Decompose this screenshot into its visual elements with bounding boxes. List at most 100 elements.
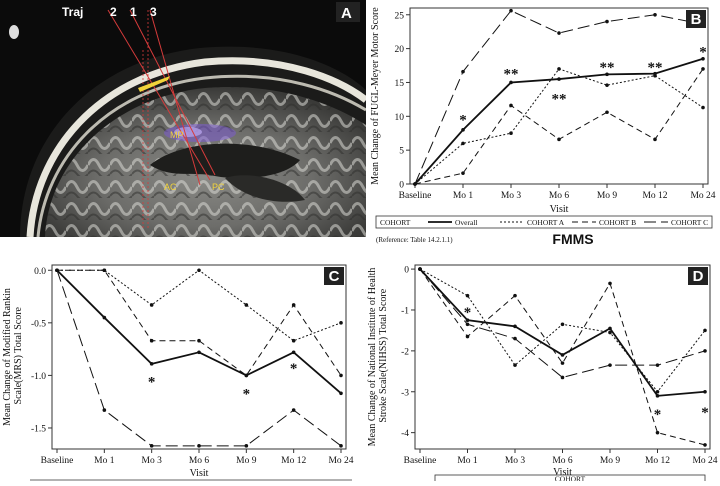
x-tick-label: Mo 12: [281, 456, 306, 466]
x-tick-label: Baseline: [404, 456, 437, 466]
y-tick-label: -1.5: [31, 424, 46, 434]
data-point: [244, 303, 249, 307]
data-point: [605, 110, 609, 115]
x-tick-label: Mo 1: [453, 191, 474, 201]
panel-letter-a: A: [341, 5, 352, 22]
x-tick-label: Baseline: [399, 191, 432, 201]
panel-letter: B: [691, 11, 702, 28]
x-tick-label: Mo 12: [642, 191, 667, 201]
data-point: [465, 293, 470, 298]
y-tick-label: -3: [401, 388, 409, 398]
data-point: [513, 336, 517, 341]
data-point: [557, 67, 561, 71]
data-point: [703, 443, 707, 447]
data-point: [560, 353, 565, 357]
y-tick-label: 0: [399, 181, 404, 191]
x-axis-title: Visit: [190, 468, 209, 479]
plot-frame: [414, 264, 711, 450]
data-point: [509, 8, 513, 13]
legend-title: COHORT: [555, 475, 586, 482]
panel-letter: C: [329, 268, 340, 285]
traj-number-1: 1: [130, 5, 137, 19]
data-point: [102, 315, 107, 320]
chart-d-panel: 0 -1 -2 -3 -4 Baseline Mo 1 Mo 3 Mo 6 Mo 9 Mo 12 Mo…: [365, 255, 720, 484]
chart-d: 0 -1 -2 -3 -4 Baseline Mo 1 Mo 3 Mo 6 Mo 9 Mo 12 Mo…: [367, 264, 718, 484]
data-point: [557, 77, 561, 81]
x-tick-label: Mo 9: [236, 456, 257, 466]
data-point: [655, 389, 660, 394]
significance-star: *: [464, 305, 472, 321]
legend-entry: COHORT B: [599, 218, 636, 227]
data-point: [461, 171, 465, 175]
y-tick-label: -4: [401, 429, 409, 439]
data-point: [102, 268, 107, 273]
legend-entry: COHORT C: [671, 218, 708, 227]
x-tick-label: Mo 24: [328, 456, 353, 466]
x-tick-label: Mo 6: [552, 456, 573, 466]
x-tick-label: Mo 12: [645, 456, 670, 466]
series-line-cohort-b: [419, 268, 706, 446]
data-point: [513, 293, 517, 298]
data-point: [149, 362, 154, 366]
data-point: [608, 363, 612, 367]
y-tick-label: 0.0: [34, 267, 46, 277]
data-point: [149, 444, 154, 448]
data-point: [149, 303, 154, 307]
data-point: [197, 444, 201, 448]
data-point: [701, 67, 705, 71]
reference-note: (Reference: Table 14.2.1.1): [376, 236, 453, 244]
significance-star: *: [699, 44, 707, 60]
data-point: [513, 363, 517, 367]
data-point: [557, 137, 561, 142]
data-point: [560, 375, 565, 380]
data-point: [339, 444, 343, 448]
y-tick-label: 10: [395, 113, 405, 123]
chart-title: FMMS: [552, 231, 593, 247]
data-point: [461, 128, 465, 132]
series-line-cohort-c: [56, 270, 342, 447]
data-point: [557, 31, 561, 35]
data-point: [605, 72, 609, 77]
data-point: [291, 338, 296, 343]
data-point: [509, 80, 513, 85]
series-line-cohort-a: [57, 269, 342, 342]
data-point: [653, 12, 657, 17]
traj-label: Traj: [62, 5, 83, 19]
panel-letter: D: [693, 268, 704, 285]
marker-pc: PC: [212, 182, 225, 192]
data-point: [655, 363, 660, 367]
marker-ac: AC: [164, 182, 177, 192]
data-point: [461, 141, 465, 146]
data-point: [560, 361, 565, 365]
data-point: [608, 281, 612, 286]
data-point: [701, 105, 705, 110]
data-point: [513, 324, 517, 329]
data-point: [465, 318, 470, 322]
x-tick-label: Mo 1: [94, 456, 115, 466]
plot-frame: [51, 264, 347, 450]
data-point: [465, 322, 470, 327]
y-tick-label: 5: [399, 147, 404, 157]
data-point: [560, 322, 565, 327]
data-point: [291, 350, 296, 355]
data-point: [102, 408, 107, 412]
chart-c-panel: 0.0 -0.5 -1.0 -1.5 Baseline Mo 1 Mo 3 Mo 6 Mo 9 M…: [0, 255, 355, 481]
series-line-overall: [56, 269, 342, 394]
y-tick-label: 25: [395, 11, 405, 21]
data-point: [149, 338, 154, 343]
significance-star: **: [600, 60, 615, 76]
data-point: [701, 56, 705, 61]
significance-star: **: [648, 60, 663, 76]
data-point: [461, 69, 465, 74]
x-tick-label: Mo 3: [142, 456, 163, 466]
mri-panel: Traj 2 1 3 MP AC PC A: [0, 0, 369, 238]
data-point: [418, 267, 422, 271]
data-point: [605, 83, 609, 87]
panel-letter-box: [324, 267, 344, 285]
data-point: [703, 389, 707, 394]
data-point: [339, 373, 343, 378]
y-tick-label: 15: [395, 79, 405, 89]
x-tick-label: Mo 6: [189, 456, 210, 466]
significance-star: *: [701, 405, 709, 421]
panel-letter-box: [686, 10, 706, 28]
